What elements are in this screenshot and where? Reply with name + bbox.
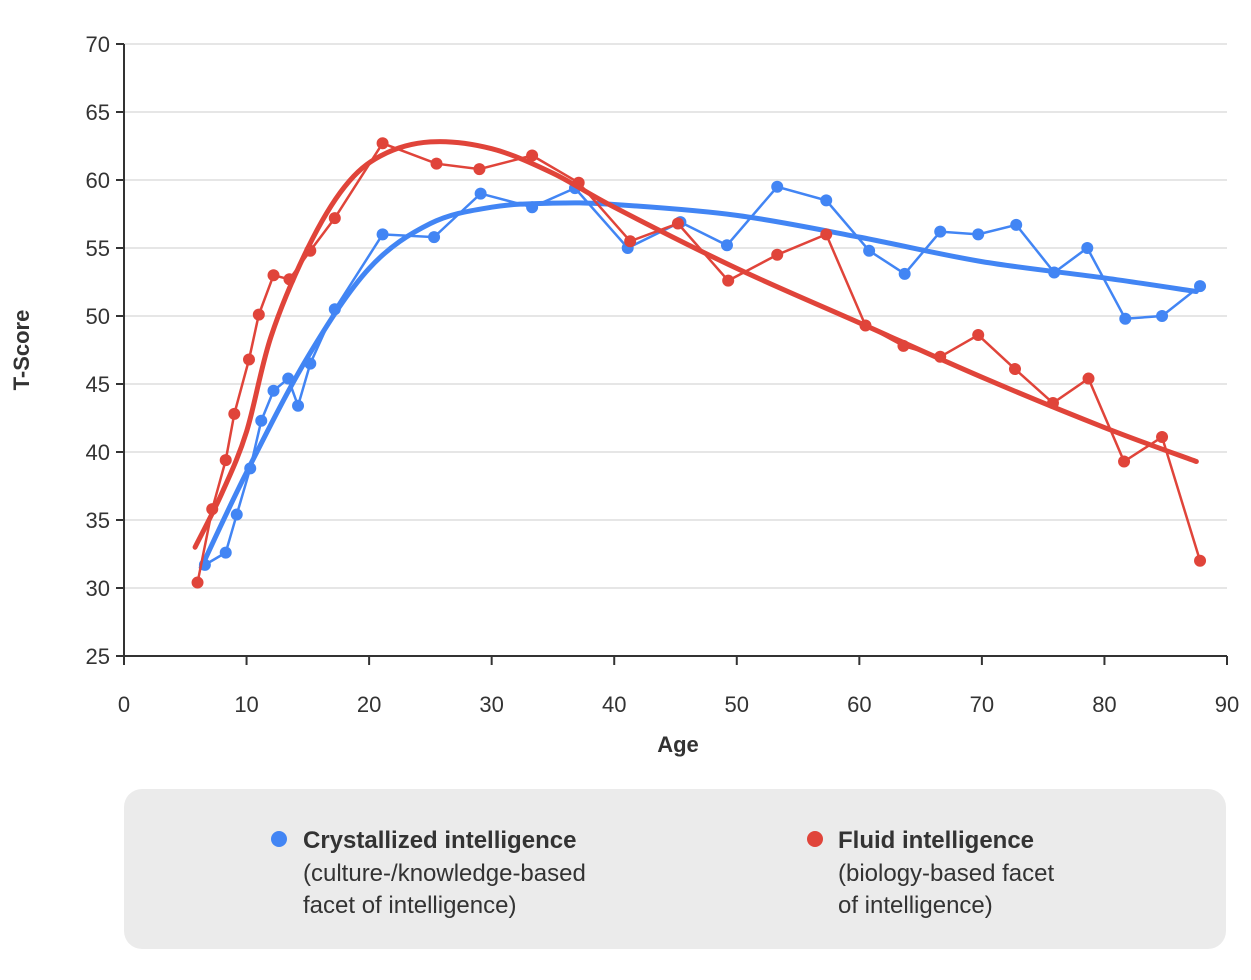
data-line-fluid — [196, 141, 1202, 583]
data-point-crystallized — [720, 239, 733, 252]
data-point-fluid — [897, 339, 910, 352]
data-point-crystallized — [898, 267, 911, 280]
data-point-fluid — [228, 407, 241, 420]
data-point-crystallized — [526, 201, 539, 214]
series-crystallized — [198, 180, 1207, 571]
y-tick-label: 40 — [86, 440, 110, 465]
data-point-crystallized — [1048, 266, 1061, 279]
x-tick-label: 30 — [479, 692, 503, 717]
data-point-fluid — [304, 244, 317, 257]
data-point-fluid — [572, 176, 585, 189]
series-layer — [191, 137, 1207, 589]
legend-desc-fluid-2: of intelligence) — [838, 892, 993, 919]
x-axis-title: Age — [657, 732, 699, 757]
y-tick-label: 30 — [86, 576, 110, 601]
data-point-fluid — [219, 454, 232, 467]
data-point-fluid — [671, 217, 684, 230]
legend-desc-crystallized-1: (culture-/knowledge-based — [303, 860, 586, 887]
trend-line-fluid — [192, 139, 1199, 550]
y-axis-title: T-Score — [9, 310, 34, 391]
data-point-crystallized — [255, 414, 268, 427]
data-point-crystallized — [304, 357, 317, 370]
data-point-crystallized — [1194, 280, 1207, 293]
x-tick-label: 80 — [1092, 692, 1116, 717]
legend-marker-fluid — [807, 831, 823, 847]
legend: Crystallized intelligence (culture-/know… — [124, 789, 1226, 949]
data-point-crystallized — [1010, 218, 1023, 231]
data-point-crystallized — [282, 372, 295, 385]
data-point-crystallized — [230, 508, 243, 521]
data-point-fluid — [1118, 455, 1131, 468]
data-point-crystallized — [474, 187, 487, 200]
data-point-fluid — [243, 353, 256, 366]
data-point-fluid — [820, 228, 833, 241]
data-point-fluid — [1082, 372, 1095, 385]
data-point-fluid — [722, 274, 735, 287]
data-point-fluid — [283, 273, 296, 286]
trend-line-crystallized — [198, 200, 1199, 571]
data-point-crystallized — [1081, 242, 1094, 254]
data-point-fluid — [972, 329, 985, 342]
data-point-fluid — [526, 149, 539, 162]
data-point-crystallized — [244, 462, 257, 475]
data-point-crystallized — [219, 546, 232, 559]
data-point-fluid — [376, 137, 389, 150]
legend-background — [124, 789, 1226, 949]
data-point-crystallized — [820, 194, 833, 207]
y-tick-label: 25 — [86, 644, 110, 669]
legend-label-crystallized: Crystallized intelligence — [303, 827, 576, 854]
x-tick-label: 0 — [118, 692, 130, 717]
y-tick-label: 45 — [86, 372, 110, 397]
grid — [124, 43, 1227, 589]
legend-label-fluid: Fluid intelligence — [838, 827, 1034, 854]
data-point-fluid — [191, 576, 204, 589]
data-point-fluid — [430, 157, 443, 170]
data-point-crystallized — [328, 303, 341, 316]
data-point-fluid — [1008, 363, 1021, 376]
data-point-fluid — [934, 350, 947, 363]
axes: 25 30 35 40 45 50 55 60 65 70 0 10 20 30 40 50 60 70 80 90 — [86, 32, 1240, 717]
data-point-fluid — [859, 319, 872, 332]
data-point-crystallized — [863, 244, 876, 257]
y-tick-label: 50 — [86, 304, 110, 329]
x-tick-label: 70 — [970, 692, 994, 717]
x-tick-label: 90 — [1215, 692, 1239, 717]
data-point-fluid — [206, 503, 219, 516]
series-fluid — [191, 137, 1207, 589]
x-tick-label: 50 — [725, 692, 749, 717]
data-point-crystallized — [1156, 310, 1169, 322]
data-point-fluid — [624, 235, 637, 248]
data-point-fluid — [1046, 397, 1059, 410]
legend-marker-crystallized — [271, 831, 287, 847]
data-point-crystallized — [771, 180, 784, 193]
data-point-crystallized — [1119, 312, 1132, 325]
data-point-crystallized — [428, 231, 441, 244]
data-point-fluid — [1156, 431, 1169, 444]
legend-desc-fluid-1: (biology-based facet — [838, 860, 1054, 887]
data-point-crystallized — [376, 228, 389, 241]
data-point-crystallized — [292, 399, 305, 412]
y-tick-label: 70 — [86, 32, 110, 57]
x-tick-label: 60 — [847, 692, 871, 717]
x-tick-label: 20 — [357, 692, 381, 717]
legend-desc-crystallized-2: facet of intelligence) — [303, 892, 516, 919]
data-line-crystallized — [204, 185, 1201, 566]
data-point-crystallized — [972, 228, 985, 241]
y-tick-label: 60 — [86, 168, 110, 193]
x-tick-label: 40 — [602, 692, 626, 717]
data-point-fluid — [1194, 554, 1207, 567]
y-tick-label: 35 — [86, 508, 110, 533]
data-point-fluid — [252, 308, 265, 321]
y-tick-label: 65 — [86, 100, 110, 125]
x-tick-label: 10 — [234, 692, 258, 717]
data-point-fluid — [267, 269, 280, 282]
y-tick-label: 55 — [86, 236, 110, 261]
data-point-crystallized — [267, 384, 280, 397]
data-point-fluid — [328, 212, 341, 225]
data-point-crystallized — [934, 225, 947, 238]
data-point-fluid — [771, 248, 784, 261]
data-point-fluid — [473, 163, 486, 176]
